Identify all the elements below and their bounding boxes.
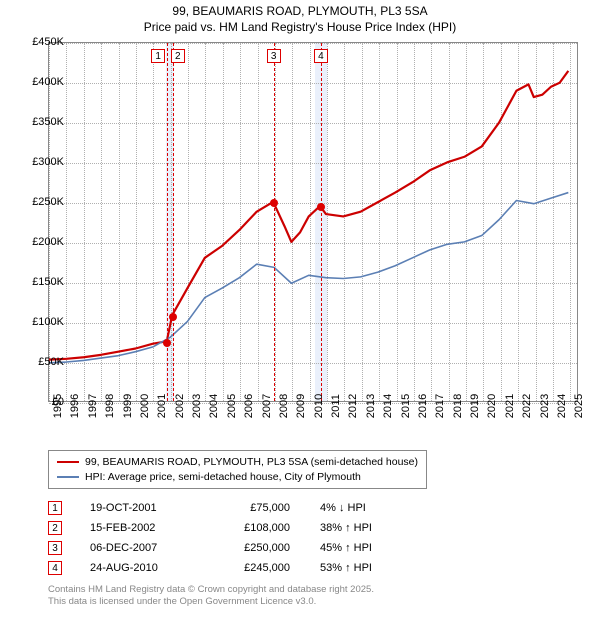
- event-number-box: 4: [48, 561, 62, 575]
- x-axis-label: 2009: [295, 394, 307, 418]
- x-axis-label: 1996: [69, 394, 81, 418]
- event-date: 15-FEB-2002: [90, 522, 220, 534]
- event-number-box: 2: [48, 521, 62, 535]
- y-axis-label: £200K: [18, 236, 64, 248]
- x-axis-label: 2011: [330, 394, 342, 418]
- marker-line: [274, 43, 275, 401]
- x-axis-label: 2019: [469, 394, 481, 418]
- x-axis-label: 2023: [539, 394, 551, 418]
- event-date: 06-DEC-2007: [90, 542, 220, 554]
- footnote: Contains HM Land Registry data © Crown c…: [48, 584, 374, 608]
- chart-title-line1: 99, BEAUMARIS ROAD, PLYMOUTH, PL3 5SA: [0, 0, 600, 20]
- x-axis-label: 2005: [226, 394, 238, 418]
- event-table: 119-OCT-2001£75,0004% ↓ HPI215-FEB-2002£…: [48, 498, 440, 578]
- x-axis-label: 2012: [347, 394, 359, 418]
- marker-number-box: 2: [171, 49, 185, 63]
- x-axis-label: 2000: [139, 394, 151, 418]
- x-axis-label: 2016: [417, 394, 429, 418]
- x-axis-label: 2007: [261, 394, 273, 418]
- x-axis-label: 2015: [400, 394, 412, 418]
- marker-dot: [169, 313, 177, 321]
- x-axis-label: 1998: [104, 394, 116, 418]
- y-axis-label: £450K: [18, 36, 64, 48]
- x-axis-label: 1997: [87, 394, 99, 418]
- event-row: 1 19-OCT-2001£75,0004% ↓ HPI: [48, 498, 440, 518]
- event-date: 24-AUG-2010: [90, 562, 220, 574]
- legend: 99, BEAUMARIS ROAD, PLYMOUTH, PL3 5SA (s…: [48, 450, 427, 489]
- event-row: 3 06-DEC-2007£250,00045% ↑ HPI: [48, 538, 440, 558]
- marker-line: [321, 43, 322, 401]
- footnote-line1: Contains HM Land Registry data © Crown c…: [48, 584, 374, 596]
- event-row: 4 24-AUG-2010£245,00053% ↑ HPI: [48, 558, 440, 578]
- x-axis-label: 2001: [156, 394, 168, 418]
- y-axis-label: £150K: [18, 276, 64, 288]
- legend-item: HPI: Average price, semi-detached house,…: [57, 470, 418, 485]
- x-axis-label: 2021: [504, 394, 516, 418]
- y-axis-label: £250K: [18, 196, 64, 208]
- x-axis-label: 2002: [174, 394, 186, 418]
- marker-dot: [163, 339, 171, 347]
- event-price: £250,000: [220, 542, 320, 554]
- event-price: £108,000: [220, 522, 320, 534]
- event-pct: 45% ↑ HPI: [320, 542, 440, 554]
- event-pct: 4% ↓ HPI: [320, 502, 440, 514]
- marker-number-box: 4: [314, 49, 328, 63]
- x-axis-label: 2014: [382, 394, 394, 418]
- event-pct: 38% ↑ HPI: [320, 522, 440, 534]
- x-axis-label: 2006: [243, 394, 255, 418]
- event-price: £75,000: [220, 502, 320, 514]
- legend-swatch: [57, 476, 79, 478]
- x-axis-label: 2003: [191, 394, 203, 418]
- chart-title-line2: Price paid vs. HM Land Registry's House …: [0, 20, 600, 34]
- x-axis-label: 1999: [122, 394, 134, 418]
- x-axis-label: 2022: [521, 394, 533, 418]
- y-axis-label: £350K: [18, 116, 64, 128]
- x-axis-label: 1995: [52, 394, 64, 418]
- y-axis-label: £400K: [18, 76, 64, 88]
- x-axis-label: 2024: [556, 394, 568, 418]
- marker-number-box: 3: [267, 49, 281, 63]
- x-axis-label: 2008: [278, 394, 290, 418]
- x-axis-label: 2020: [486, 394, 498, 418]
- marker-number-box: 1: [151, 49, 165, 63]
- y-axis-label: £100K: [18, 316, 64, 328]
- marker-line: [167, 43, 168, 401]
- legend-item: 99, BEAUMARIS ROAD, PLYMOUTH, PL3 5SA (s…: [57, 455, 418, 470]
- y-axis-label: £300K: [18, 156, 64, 168]
- marker-dot: [317, 203, 325, 211]
- legend-label: 99, BEAUMARIS ROAD, PLYMOUTH, PL3 5SA (s…: [85, 455, 418, 470]
- marker-line: [173, 43, 174, 401]
- x-axis-label: 2010: [313, 394, 325, 418]
- x-axis-label: 2013: [365, 394, 377, 418]
- legend-swatch: [57, 461, 79, 463]
- event-price: £245,000: [220, 562, 320, 574]
- chart-container: 99, BEAUMARIS ROAD, PLYMOUTH, PL3 5SA Pr…: [0, 0, 600, 620]
- x-axis-label: 2018: [452, 394, 464, 418]
- x-axis-label: 2025: [573, 394, 585, 418]
- x-axis-label: 2017: [434, 394, 446, 418]
- legend-label: HPI: Average price, semi-detached house,…: [85, 470, 361, 485]
- event-number-box: 1: [48, 501, 62, 515]
- y-axis-label: £50K: [18, 356, 64, 368]
- event-date: 19-OCT-2001: [90, 502, 220, 514]
- footnote-line2: This data is licensed under the Open Gov…: [48, 596, 374, 608]
- marker-dot: [270, 199, 278, 207]
- series-line: [49, 71, 568, 360]
- plot-area: 12 3 4: [48, 42, 578, 402]
- event-number-box: 3: [48, 541, 62, 555]
- chart-svg: [49, 43, 577, 401]
- x-axis-label: 2004: [208, 394, 220, 418]
- event-pct: 53% ↑ HPI: [320, 562, 440, 574]
- event-row: 2 15-FEB-2002£108,00038% ↑ HPI: [48, 518, 440, 538]
